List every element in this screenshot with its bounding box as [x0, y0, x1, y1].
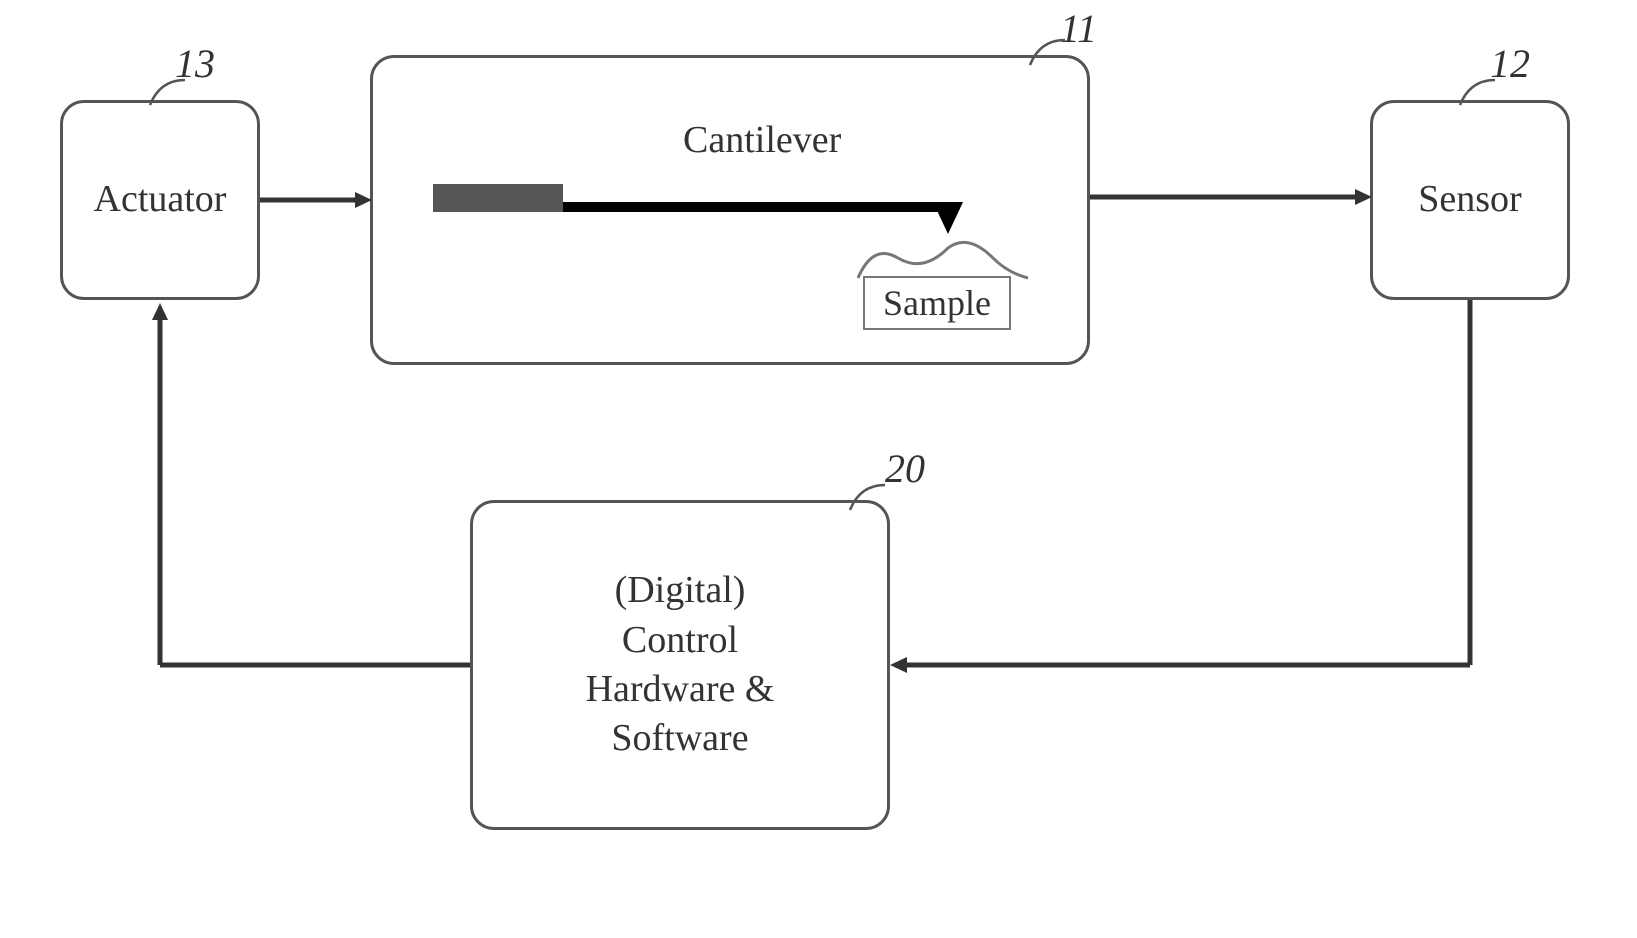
cantilever-icon [433, 178, 993, 238]
node-control: (Digital) Control Hardware & Software [470, 500, 890, 830]
label-sensor: Sensor [1418, 175, 1521, 224]
leader-11 [1025, 35, 1085, 75]
block-diagram: Actuator 13 Cantilever Sample 11 [0, 0, 1637, 938]
edge-actuator-cantilever [260, 190, 375, 220]
edge-control-actuator [145, 300, 475, 680]
label-actuator: Actuator [94, 175, 227, 224]
node-sensor: Sensor [1370, 100, 1570, 300]
label-cantilever: Cantilever [683, 118, 841, 162]
leader-12 [1455, 75, 1515, 115]
leader-13 [145, 75, 205, 115]
label-control: (Digital) Control Hardware & Software [586, 566, 775, 764]
edge-sensor-control [885, 300, 1485, 680]
node-actuator: Actuator [60, 100, 260, 300]
edge-cantilever-sensor [1090, 185, 1375, 215]
